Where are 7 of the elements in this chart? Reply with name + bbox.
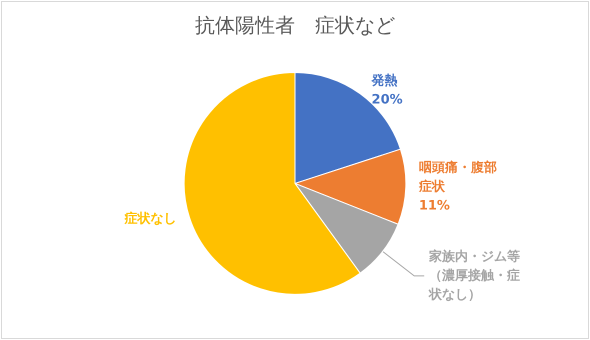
slice-label: 咽頭痛・腹部症状 — [418, 160, 497, 195]
slice-label: 発熱 — [370, 72, 398, 88]
data-label: 11% — [418, 198, 450, 214]
slice-label: 症状なし — [124, 210, 177, 226]
slice-label: 家族内・ジム等（濃厚接触・症状なし） — [428, 248, 520, 302]
data-label: 20% — [372, 92, 403, 108]
chart-title: 抗体陽性者 症状など — [195, 13, 395, 37]
